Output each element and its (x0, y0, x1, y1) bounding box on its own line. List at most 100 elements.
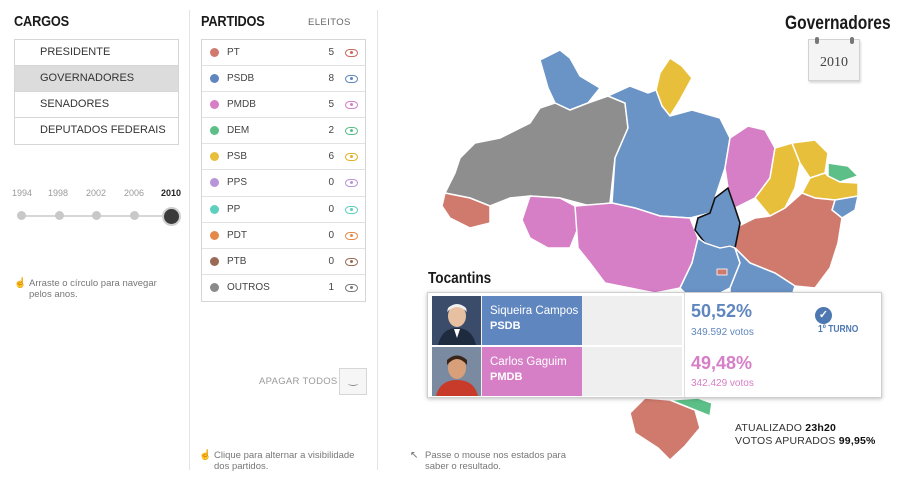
clear-icon: ‿ (348, 374, 358, 386)
state-amazonas[interactable] (443, 95, 629, 207)
party-name: PSDB (227, 73, 255, 85)
party-row-pmdb[interactable]: PMDB 5 (202, 92, 365, 119)
party-color-dot (210, 256, 219, 266)
party-name: DEM (227, 125, 250, 137)
party-row-ptb[interactable]: PTB 0 (202, 249, 365, 275)
party-color-dot (210, 230, 219, 240)
party-name: PP (227, 203, 241, 215)
timeline-hint: ☝ Arraste o círculo para navegar pelos an… (14, 278, 184, 300)
selected-state-name: Tocantins (428, 270, 492, 287)
candidate-name: Carlos Gaguim (490, 356, 567, 368)
panel-divider (684, 293, 685, 397)
state-santa-catarina[interactable] (669, 397, 713, 418)
eye-icon[interactable] (345, 179, 358, 188)
party-name: PDT (227, 229, 247, 241)
calendar-icon: 2010 (808, 37, 860, 81)
party-row-outros[interactable]: OUTROS 1 (202, 275, 365, 301)
timeline-hint-text: Arraste o círculo para navegar pelos ano… (29, 278, 157, 300)
apurados-label: VOTOS APURADOS (735, 435, 836, 447)
turno-label: 1º TURNO (818, 324, 859, 335)
partidos-title: PARTIDOS (201, 13, 265, 30)
timeline-tick-1994[interactable] (17, 211, 26, 220)
candidate-votes: 342.429 votos (691, 378, 754, 389)
eye-icon[interactable] (345, 257, 358, 266)
party-row-pps[interactable]: PPS 0 (202, 170, 365, 197)
apurados-value: 99,95% (838, 435, 876, 447)
party-count: 6 (328, 151, 334, 163)
eye-icon[interactable] (345, 49, 358, 57)
party-row-psb[interactable]: PSB 6 (202, 144, 365, 171)
party-row-psdb[interactable]: PSDB 8 (202, 66, 365, 93)
party-count: 0 (328, 229, 334, 241)
eye-icon[interactable] (345, 75, 358, 84)
party-count: 0 (328, 203, 334, 215)
divider (377, 10, 378, 470)
result-panel: Siqueira Campos PSDB Carlos Gaguim PMDB … (427, 292, 882, 398)
cargo-item-deputados-federais[interactable]: DEPUTADOS FEDERAIS (15, 118, 178, 144)
check-icon: ✓ (815, 307, 832, 324)
year-labels: 1994 1998 2002 2006 2010 (12, 188, 190, 202)
apagar-todos-label[interactable]: APAGAR TODOS (259, 376, 338, 387)
state-rio-grande-do-norte[interactable] (827, 162, 860, 183)
cargo-item-senadores[interactable]: SENADORES (15, 92, 178, 118)
state-roraima[interactable] (539, 49, 602, 111)
candidate-party: PSDB (490, 320, 521, 332)
candidate-row[interactable]: Siqueira Campos PSDB (432, 296, 682, 345)
party-name: PSB (227, 151, 248, 163)
eye-icon[interactable] (345, 127, 358, 136)
party-count: 2 (328, 125, 334, 137)
party-count: 5 (328, 47, 334, 58)
candidate-photo (432, 347, 481, 396)
eye-icon[interactable] (345, 283, 358, 292)
candidate-party: PMDB (490, 371, 523, 383)
party-name: PT (227, 47, 240, 58)
cargo-item-governadores[interactable]: GOVERNADORES (15, 66, 178, 92)
state-df[interactable] (716, 268, 728, 276)
apagar-todos-button[interactable]: ‿ (339, 368, 367, 395)
party-color-dot (210, 48, 219, 57)
candidate-name-box: Siqueira Campos PSDB (482, 296, 582, 345)
state-acre[interactable] (441, 192, 491, 229)
party-count: 5 (328, 99, 334, 111)
eye-icon[interactable] (345, 101, 358, 110)
party-count: 0 (328, 177, 334, 189)
party-row-pt[interactable]: PT 5 (202, 40, 365, 67)
atualizado-value: 23h20 (805, 422, 837, 434)
cargo-item-presidente[interactable]: PRESIDENTE (15, 40, 178, 66)
year-label-2006[interactable]: 2006 (124, 188, 145, 198)
candidate-row[interactable]: Carlos Gaguim PMDB (432, 347, 682, 396)
turno-badge: ✓1º TURNO (815, 307, 881, 335)
timeline-tick-1998[interactable] (55, 211, 64, 220)
party-count: 8 (328, 73, 334, 85)
hand-pointer-icon: ☝ (14, 278, 27, 289)
eye-icon[interactable] (345, 205, 358, 214)
timeline-tick-2002[interactable] (92, 211, 101, 220)
year-label-2010[interactable]: 2010 (161, 188, 182, 198)
party-name: OUTROS (227, 281, 270, 293)
calendar-ring (815, 37, 819, 44)
party-color-dot (210, 178, 219, 188)
calendar-year: 2010 (820, 55, 848, 70)
year-label-1998[interactable]: 1998 (48, 188, 69, 198)
state-rondonia[interactable] (521, 195, 579, 249)
divider (189, 10, 190, 470)
brazil-map (441, 49, 860, 462)
hand-pointer-icon: ☝ (199, 450, 212, 461)
party-row-pp[interactable]: PP 0 (202, 197, 365, 223)
year-label-2002[interactable]: 2002 (86, 188, 107, 198)
eye-icon[interactable] (345, 231, 358, 240)
year-label-1994[interactable]: 1994 (12, 188, 33, 198)
party-color-dot (210, 152, 219, 162)
timeline-slider-handle[interactable] (162, 207, 181, 226)
timeline-tick-2006[interactable] (130, 211, 139, 220)
map-hint-text: Passe o mouse nos estados para saber o r… (425, 450, 567, 472)
party-row-pdt[interactable]: PDT 0 (202, 223, 365, 249)
state-para[interactable] (606, 85, 731, 219)
party-count: 0 (328, 255, 334, 267)
party-name: PTB (227, 255, 247, 267)
eye-icon[interactable] (345, 153, 358, 162)
cursor-arrow-icon: ↖ (410, 450, 419, 461)
update-status: ATUALIZADO 23h20 VOTOS APURADOS 99,95% (735, 422, 876, 448)
party-color-dot (210, 204, 219, 214)
party-row-dem[interactable]: DEM 2 (202, 118, 365, 145)
